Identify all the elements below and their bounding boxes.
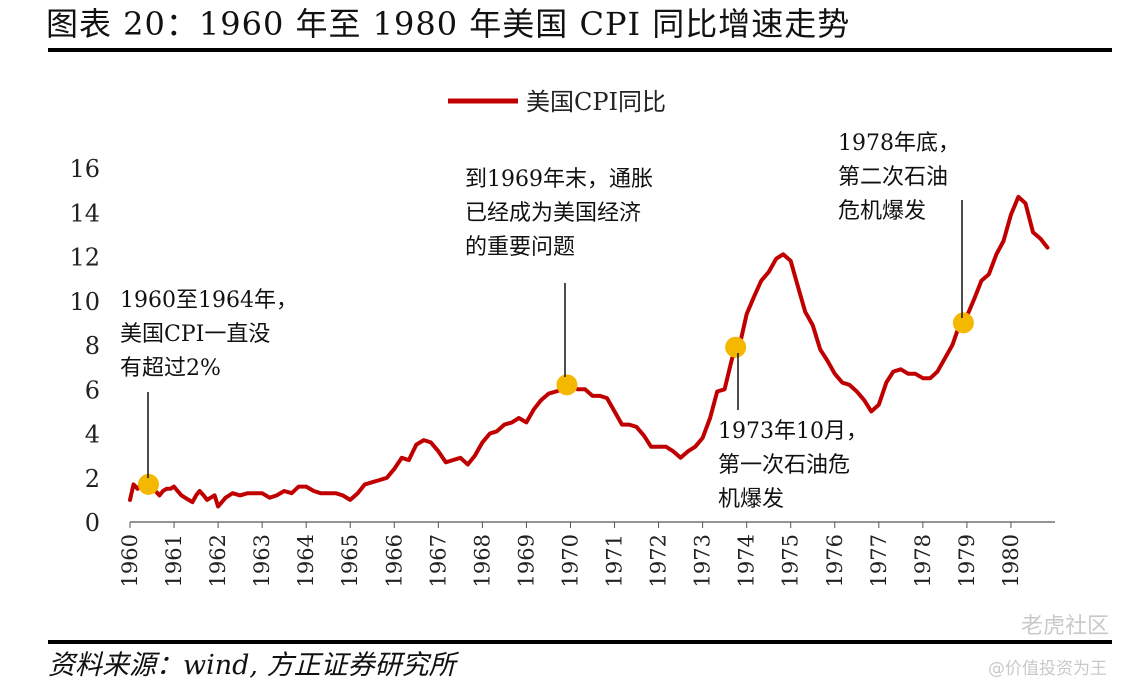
x-tick-label: 1972: [647, 534, 671, 587]
annotation-text-line: 1973年10月，: [718, 419, 868, 444]
x-tick-label: 1967: [426, 534, 450, 587]
event-marker-point: [556, 374, 578, 396]
annotation-text-line: 第一次石油危: [718, 453, 850, 478]
annotation-text-line: 机爆发: [718, 487, 784, 512]
y-tick-label: 16: [69, 155, 100, 183]
cpi-line-chart: 美国CPI同比 0 2 4 6 8 10 12 14 16 1960 1961 1962 1963 196…: [69, 88, 1055, 587]
chart-legend: 美国CPI同比: [448, 88, 666, 116]
y-tick-label: 0: [85, 509, 100, 537]
chart-axes: 0 2 4 6 8 10 12 14 16 1960 1961 1962 1963 1964 1965 196…: [69, 155, 1055, 587]
x-tick-label: 1960: [118, 534, 142, 587]
bottom-divider: [48, 640, 1112, 644]
x-tick-label: 1980: [999, 534, 1023, 587]
y-tick-label: 12: [69, 244, 100, 272]
x-tick-label: 1964: [294, 534, 318, 587]
series-line-cpi-yoy: [128, 194, 1050, 509]
y-tick-label: 14: [69, 199, 100, 227]
annotation-text-line: 第二次石油: [838, 165, 948, 190]
annotation-text-line: 1960至1964年，: [120, 288, 298, 313]
x-tick-label: 1962: [206, 534, 230, 587]
annotation-text-line: 美国CPI一直没: [120, 322, 270, 347]
x-tick-label: 1970: [558, 534, 582, 587]
x-tick-label: 1965: [338, 534, 362, 587]
annotation-text-line: 危机爆发: [838, 199, 926, 224]
x-tick-label: 1978: [911, 534, 935, 587]
x-tick-label: 1976: [823, 534, 847, 587]
watermark-logo-text: 老虎社区: [1020, 614, 1109, 639]
x-tick-label: 1977: [867, 534, 891, 587]
x-tick-label: 1979: [955, 534, 979, 587]
page-title: 图表 20：1960 年至 1980 年美国 CPI 同比增速走势: [46, 5, 851, 43]
y-tick-label: 10: [69, 288, 100, 316]
event-marker-point: [725, 336, 747, 358]
legend-label: 美国CPI同比: [526, 88, 666, 116]
x-tick-label: 1971: [603, 534, 627, 587]
y-tick-label: 4: [85, 421, 100, 449]
y-tick-label: 2: [85, 465, 100, 493]
y-tick-label: 8: [85, 332, 100, 360]
x-tick-label: 1969: [514, 534, 538, 587]
x-tick-label: 1973: [691, 534, 715, 587]
top-divider: [48, 48, 1112, 52]
annotation-text-line: 的重要问题: [465, 235, 575, 260]
x-tick-label: 1974: [735, 534, 759, 587]
x-tick-label: 1963: [250, 534, 274, 587]
x-tick-label: 1961: [162, 534, 186, 587]
plot-area: [128, 194, 1050, 509]
watermark-handle: @价值投资为王: [988, 659, 1107, 679]
x-tick-label: 1966: [382, 534, 406, 587]
y-tick-label: 6: [85, 376, 100, 404]
x-tick-label: 1968: [470, 534, 494, 587]
annotation-text-line: 1978年底，: [838, 131, 960, 156]
annotation-text-line: 已经成为美国经济: [465, 201, 641, 226]
annotation-text-line: 有超过2%: [120, 356, 221, 381]
source-note: 资料来源：wind, 方正证券研究所: [48, 650, 456, 681]
event-marker-point: [952, 312, 974, 334]
marker-layer: [138, 312, 974, 495]
x-tick-label: 1975: [779, 534, 803, 587]
annotation-text-line: 到1969年末，通胀: [465, 167, 653, 192]
